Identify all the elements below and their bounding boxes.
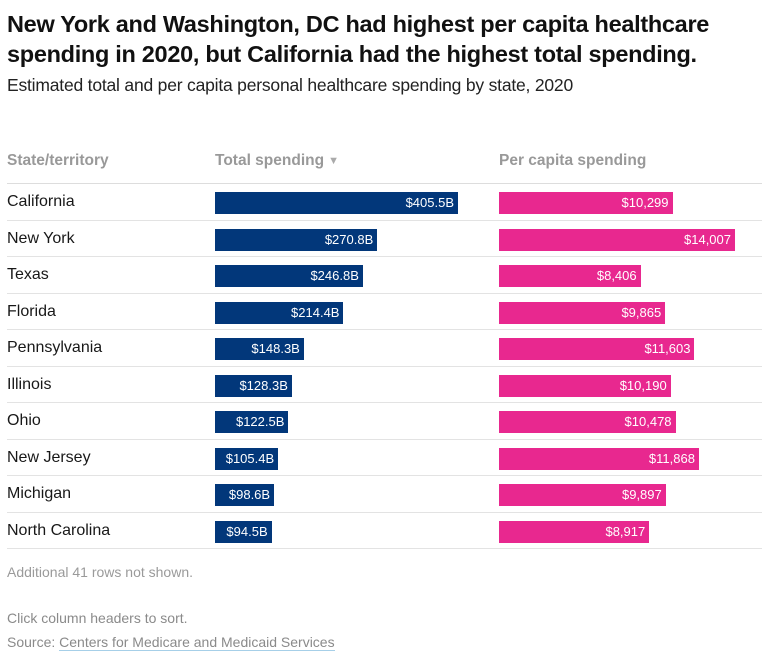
state-name: Michigan [7,485,72,502]
total-spending-bar: $128.3B [215,374,292,397]
total-spending-bar: $94.5B [215,520,272,543]
row-divider [7,402,762,403]
column-header-per-capita-label: Per capita spending [499,152,647,169]
total-spending-label: $405.5B [405,195,454,210]
per-capita-spending-label: $14,007 [684,231,731,247]
row-divider [7,511,762,513]
per-capita-spending-bar: $9,897 [499,484,666,506]
total-spending-bar: $98.6B [215,484,275,506]
state-name: Ohio [7,412,41,429]
column-header-total-label: Total spending [215,152,325,169]
per-capita-spending-label: $11,603 [644,341,691,356]
column-header-state-label: State/territory [7,152,109,169]
per-capita-spending-bar: $11,868 [499,447,699,470]
state-name: North Carolina [7,521,111,539]
header-divider [7,183,762,184]
state-name: New Jersey [7,448,91,466]
per-capita-spending-label: $10,299 [621,195,669,210]
total-spending-bar: $214.4B [215,301,344,324]
row-divider [7,438,762,440]
sort-descending-icon: ▼ [328,155,339,167]
total-spending-bar: $148.3B [215,338,304,360]
table-row: New York $270.8B $14,007 [0,221,768,257]
table-row: Texas $246.8B $8,406 [0,257,768,294]
total-spending-label: $98.6B [228,487,271,502]
total-spending-bar: $122.5B [215,411,289,433]
state-name: California [7,193,75,210]
per-capita-spending-bar: $9,865 [499,301,666,324]
chart-title: New York and Washington, DC had highest … [7,11,710,67]
per-capita-spending-label: $11,868 [648,450,695,466]
state-name: New York [7,229,75,247]
table-row: Illinois $128.3B $10,190 [0,367,768,403]
row-divider [7,365,762,367]
row-divider [7,475,762,476]
per-capita-spending-bar: $8,406 [499,265,641,287]
total-spending-label: $105.4B [225,450,275,466]
total-spending-label: $246.8B [310,268,359,283]
per-capita-spending-label: $9,897 [621,487,662,502]
state-name: Texas [7,266,49,283]
state-name: Illinois [7,375,52,393]
column-header-total-spending[interactable]: Total spending ▼ [215,152,339,170]
per-capita-spending-bar: $8,917 [499,520,650,543]
total-spending-bar: $270.8B [215,228,378,251]
table-row: Pennsylvania $148.3B $11,603 [0,330,768,367]
chart-subtitle: Estimated total and per capita personal … [7,75,573,95]
row-divider [7,548,762,549]
source-link[interactable]: Centers for Medicare and Medicaid Servic… [59,634,335,651]
per-capita-spending-label: $8,406 [596,268,637,283]
row-divider [7,256,762,257]
total-spending-label: $122.5B [235,414,285,429]
table-row: New Jersey $105.4B $11,868 [0,440,768,476]
source-prefix: Source: [7,634,60,650]
per-capita-spending-label: $8,917 [605,523,646,539]
table-row: Michigan $98.6B $9,897 [0,476,768,513]
total-spending-label: $270.8B [324,231,374,247]
column-header-state[interactable]: State/territory [7,152,109,170]
total-spending-label: $148.3B [251,341,300,356]
state-name: Pennsylvania [7,339,103,356]
table-row: Florida $214.4B $9,865 [0,294,768,330]
per-capita-spending-bar: $10,190 [499,374,671,397]
total-spending-bar: $246.8B [215,265,363,287]
per-capita-spending-label: $10,190 [619,377,667,393]
per-capita-spending-label: $9,865 [621,304,662,320]
row-divider [7,329,762,330]
column-header-per-capita-spending[interactable]: Per capita spending [499,152,646,170]
total-spending-bar: $405.5B [215,192,458,214]
total-spending-label: $94.5B [226,523,268,539]
table-row: Ohio $122.5B $10,478 [0,403,768,440]
row-divider [7,292,762,294]
more-rows-note: Additional 41 rows not shown. [7,564,193,580]
total-spending-label: $214.4B [291,304,340,320]
table-row: California $405.5B $10,299 [0,184,768,221]
per-capita-spending-bar: $14,007 [499,228,735,251]
per-capita-spending-bar: $10,478 [499,411,676,433]
per-capita-spending-bar: $11,603 [499,338,695,360]
state-name: Florida [7,302,56,320]
per-capita-spending-label: $10,478 [624,414,672,429]
total-spending-label: $128.3B [239,377,288,393]
total-spending-bar: $105.4B [215,447,279,470]
source-line: Source: Centers for Medicare and Medicai… [7,634,335,651]
row-divider [7,219,762,221]
sort-hint: Click column headers to sort. [7,610,188,626]
per-capita-spending-bar: $10,299 [499,192,673,214]
table-row: North Carolina $94.5B $8,917 [0,513,768,549]
